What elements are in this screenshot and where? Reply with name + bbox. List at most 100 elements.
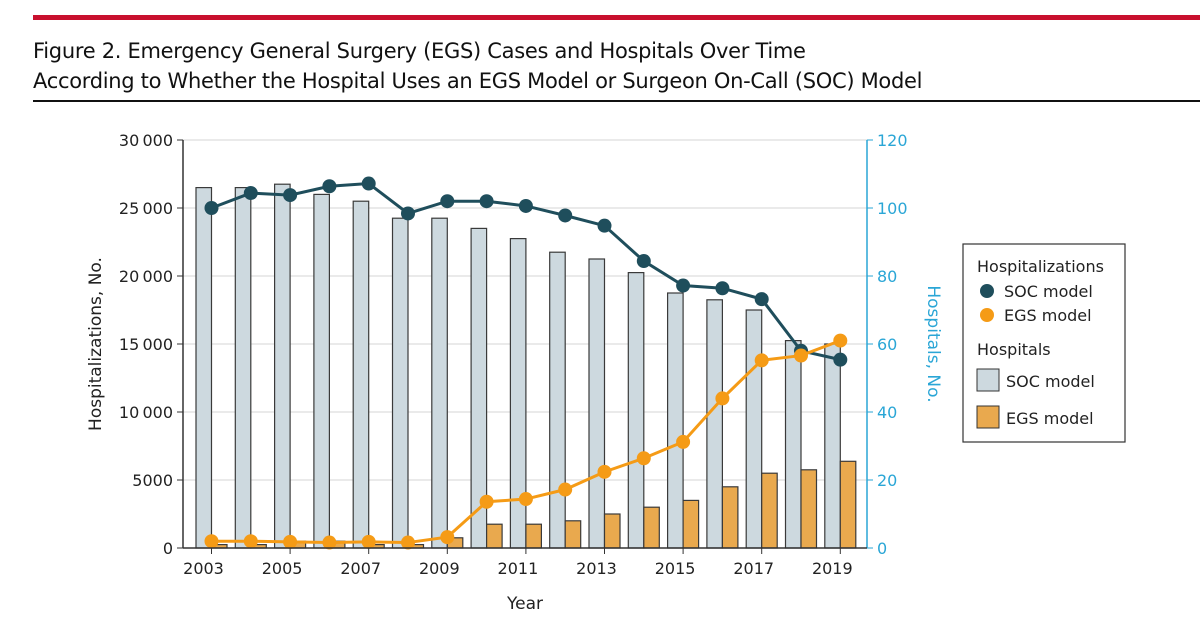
bar-hospitals-soc xyxy=(313,193,330,549)
point-hospitalizations-soc xyxy=(204,201,219,215)
y-tick-label: 10 000 xyxy=(119,403,173,422)
y-tick-label: 20 000 xyxy=(119,267,173,286)
point-hospitalizations-egs xyxy=(518,492,533,507)
legend-label-soc-bar: SOC model xyxy=(1006,372,1095,391)
accent-bar xyxy=(33,15,1200,20)
bar-hospitals-egs xyxy=(839,460,857,549)
title-line-2: According to Whether the Hospital Uses a… xyxy=(33,69,923,93)
point-hospitalizations-soc xyxy=(518,198,533,213)
bar-hospitals-soc xyxy=(784,340,802,549)
point-hospitalizations-egs xyxy=(558,482,573,497)
point-hospitalizations-egs xyxy=(676,434,691,449)
legend-group-hospitals: Hospitals xyxy=(977,340,1051,359)
y2-axis-label: Hospitals, No. xyxy=(923,285,943,402)
point-hospitalizations-soc xyxy=(636,254,651,269)
legend-group-hospitalizations: Hospitalizations xyxy=(977,257,1104,276)
point-hospitalizations-soc xyxy=(283,188,298,203)
point-hospitalizations-egs xyxy=(401,535,415,550)
bar-hospitals-soc xyxy=(195,187,213,549)
point-hospitalizations-egs xyxy=(479,494,494,509)
bar-hospitals-soc xyxy=(706,299,724,549)
point-hospitalizations-egs xyxy=(283,534,298,549)
y2-tick-label: 80 xyxy=(877,267,897,286)
point-hospitalizations-soc xyxy=(243,186,258,201)
bar-hospitals-soc xyxy=(549,251,566,549)
bar-hospitals-soc xyxy=(234,187,252,549)
point-hospitalizations-egs xyxy=(243,534,258,549)
point-hospitalizations-egs xyxy=(833,333,848,348)
point-hospitalizations-soc xyxy=(440,194,455,209)
bar-hospitals-egs xyxy=(761,472,778,549)
legend: Hospitalizations SOC model EGS model Hos… xyxy=(962,243,1126,443)
point-hospitalizations-soc xyxy=(479,194,494,209)
y2-tick-label: 20 xyxy=(877,471,897,490)
point-hospitalizations-egs xyxy=(204,534,219,549)
x-tick-label: 2005 xyxy=(262,559,303,578)
y2-tick-label: 100 xyxy=(877,199,908,218)
legend-label-egs-bar: EGS model xyxy=(1006,409,1094,428)
title-line-1: Figure 2. Emergency General Surgery (EGS… xyxy=(33,39,806,63)
point-hospitalizations-soc xyxy=(597,218,612,233)
point-hospitalizations-soc xyxy=(558,208,573,223)
bar-hospitals-egs xyxy=(643,506,660,549)
y-tick-label: 15 000 xyxy=(119,335,173,354)
point-hospitalizations-egs xyxy=(361,534,376,549)
y-tick-label: 5000 xyxy=(132,471,173,490)
x-tick-label: 2013 xyxy=(576,559,617,578)
legend-marker-egs-line xyxy=(980,308,994,322)
bar-hospitals-soc xyxy=(431,217,448,549)
legend-label-soc-line: SOC model xyxy=(1004,282,1093,301)
bar-hospitals-egs xyxy=(721,486,739,549)
y-tick-label: 25 000 xyxy=(119,199,173,218)
point-hospitalizations-egs xyxy=(636,451,651,466)
bar-hospitals-egs xyxy=(564,520,582,549)
bar-hospitals-soc xyxy=(824,343,841,549)
point-hospitalizations-soc xyxy=(833,352,848,367)
x-tick-label: 2003 xyxy=(183,559,224,578)
point-hospitalizations-soc xyxy=(322,179,337,194)
legend-swatch-soc-bar xyxy=(976,368,1000,392)
bar-hospitals-egs xyxy=(603,513,621,549)
y-axis-label: Hospitalizations, No. xyxy=(86,257,106,431)
point-hospitalizations-egs xyxy=(794,348,808,363)
bar-hospitals-soc xyxy=(745,309,763,549)
point-hospitalizations-egs xyxy=(597,464,612,479)
point-hospitalizations-egs xyxy=(754,353,769,368)
bar-hospitals-soc xyxy=(588,258,606,549)
bar-hospitals-egs xyxy=(525,523,543,549)
title-rule xyxy=(33,100,1200,102)
point-hospitalizations-egs xyxy=(322,535,337,550)
point-hospitalizations-soc xyxy=(361,176,376,191)
y2-tick-label: 60 xyxy=(877,335,897,354)
point-hospitalizations-egs xyxy=(715,391,730,406)
bar-hospitals-soc xyxy=(274,183,291,549)
point-hospitalizations-egs xyxy=(440,530,455,545)
point-hospitalizations-soc xyxy=(676,278,691,293)
bar-hospitals-soc xyxy=(352,200,370,549)
x-tick-label: 2011 xyxy=(498,559,539,578)
x-tick-label: 2007 xyxy=(340,559,381,578)
y-tick-label: 0 xyxy=(163,539,173,558)
bar-hospitals-soc xyxy=(391,217,409,549)
legend-swatch-egs-bar xyxy=(976,405,1000,429)
bar-hospitals-soc xyxy=(627,272,645,549)
bar-hospitals-egs xyxy=(486,523,503,549)
figure-title: Figure 2. Emergency General Surgery (EGS… xyxy=(33,36,922,96)
y2-tick-label: 0 xyxy=(877,539,887,558)
x-tick-label: 2017 xyxy=(733,559,774,578)
x-tick-label: 2009 xyxy=(419,559,460,578)
x-axis-label: Year xyxy=(506,594,543,614)
x-tick-label: 2015 xyxy=(655,559,696,578)
bar-hospitals-soc xyxy=(666,292,684,549)
legend-marker-soc-line xyxy=(980,284,994,298)
x-tick-label: 2019 xyxy=(812,559,853,578)
point-hospitalizations-soc xyxy=(401,206,415,221)
y-tick-label: 30 000 xyxy=(119,131,173,150)
point-hospitalizations-soc xyxy=(754,292,769,307)
y2-tick-label: 40 xyxy=(877,403,897,422)
bar-hospitals-egs xyxy=(800,469,818,549)
bar-hospitals-egs xyxy=(682,499,700,549)
legend-label-egs-line: EGS model xyxy=(1004,306,1092,325)
y2-tick-label: 120 xyxy=(877,131,908,150)
